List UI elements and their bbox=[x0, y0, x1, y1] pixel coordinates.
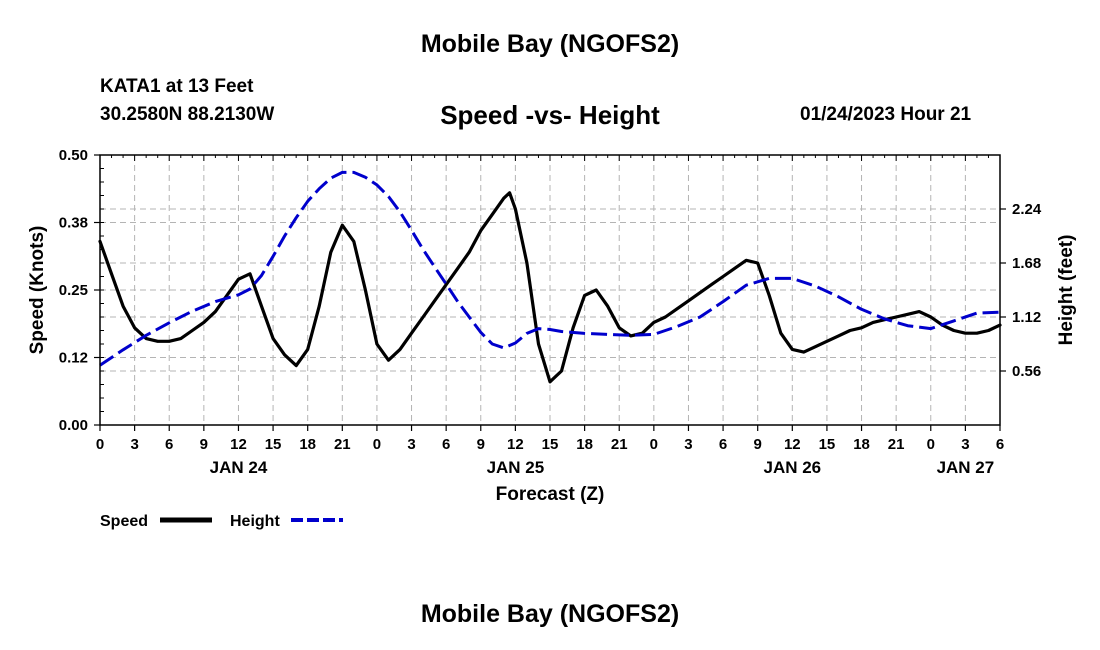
y-left-tick-label: 0.38 bbox=[59, 215, 88, 232]
top-axis-ticks bbox=[99, 155, 1001, 161]
y-axis-right: 0.56 1.12 1.68 2.24 bbox=[1000, 201, 1042, 380]
y-axis-left: 0.00 0.12 0.25 0.38 0.50 bbox=[59, 147, 104, 434]
x-tick-label: 6 bbox=[996, 436, 1004, 453]
x-tick-label: 12 bbox=[784, 436, 801, 453]
date-label: JAN 26 bbox=[763, 458, 821, 477]
legend-label-height: Height bbox=[230, 513, 280, 530]
x-axis: 0 3 6 9 12 15 18 21 0 3 6 9 12 15 18 21 0 3 6 9 12 15 18 21 0 3 6J… bbox=[96, 425, 1004, 477]
y-left-tick-label: 0.50 bbox=[59, 147, 88, 164]
x-tick-label: 0 bbox=[96, 436, 104, 453]
x-tick-label: 15 bbox=[265, 436, 282, 453]
legend: Speed Height bbox=[100, 513, 343, 530]
x-tick-label: 0 bbox=[927, 436, 935, 453]
series-line-height bbox=[99, 170, 1001, 367]
y-right-tick-label: 1.68 bbox=[1012, 255, 1041, 272]
footer-title: Mobile Bay (NGOFS2) bbox=[420, 600, 680, 628]
date-label: JAN 27 bbox=[937, 458, 995, 477]
series-line-speed bbox=[98, 191, 1002, 384]
station-coordinates: 30.2580N 88.2130W bbox=[100, 104, 275, 125]
x-tick-label: 9 bbox=[477, 436, 485, 453]
x-tick-label: 9 bbox=[200, 436, 208, 453]
y-left-tick-label: 0.12 bbox=[59, 350, 88, 367]
x-tick-label: 3 bbox=[961, 436, 969, 453]
y-left-tick-label: 0.25 bbox=[59, 282, 88, 299]
x-tick-label: 18 bbox=[576, 436, 593, 453]
x-tick-label: 15 bbox=[819, 436, 836, 453]
y-axis-left-label: Speed (Knots) bbox=[27, 226, 48, 355]
x-tick-label: 3 bbox=[684, 436, 692, 453]
series-layer bbox=[98, 170, 1002, 384]
y-right-tick-label: 0.56 bbox=[1012, 363, 1041, 380]
x-tick-label: 18 bbox=[853, 436, 870, 453]
legend-label-speed: Speed bbox=[100, 513, 148, 530]
x-tick-label: 12 bbox=[230, 436, 247, 453]
x-tick-label: 21 bbox=[334, 436, 351, 453]
x-tick-label: 0 bbox=[373, 436, 381, 453]
x-tick-label: 0 bbox=[650, 436, 658, 453]
date-label: JAN 24 bbox=[210, 458, 268, 477]
x-tick-label: 9 bbox=[754, 436, 762, 453]
x-tick-label: 3 bbox=[407, 436, 415, 453]
x-axis-label: Forecast (Z) bbox=[496, 484, 605, 505]
x-tick-label: 15 bbox=[542, 436, 559, 453]
x-tick-label: 12 bbox=[507, 436, 524, 453]
y-right-tick-label: 1.12 bbox=[1012, 309, 1041, 326]
x-tick-label: 21 bbox=[611, 436, 628, 453]
station-label: KATA1 at 13 Feet bbox=[100, 76, 254, 97]
y-axis-right-label: Height (feet) bbox=[1056, 235, 1077, 346]
grid-lines bbox=[100, 155, 1000, 425]
x-tick-label: 18 bbox=[299, 436, 316, 453]
chart-subtitle: Speed -vs- Height bbox=[440, 100, 660, 130]
x-tick-label: 6 bbox=[719, 436, 727, 453]
y-right-tick-label: 2.24 bbox=[1012, 201, 1042, 218]
x-tick-label: 3 bbox=[130, 436, 138, 453]
x-tick-label: 6 bbox=[442, 436, 450, 453]
y-left-tick-label: 0.00 bbox=[59, 417, 88, 434]
forecast-run-time: 01/24/2023 Hour 21 bbox=[800, 104, 972, 125]
x-tick-label: 6 bbox=[165, 436, 173, 453]
chart-title: Mobile Bay (NGOFS2) bbox=[420, 30, 680, 58]
x-tick-label: 21 bbox=[888, 436, 905, 453]
date-label: JAN 25 bbox=[487, 458, 545, 477]
